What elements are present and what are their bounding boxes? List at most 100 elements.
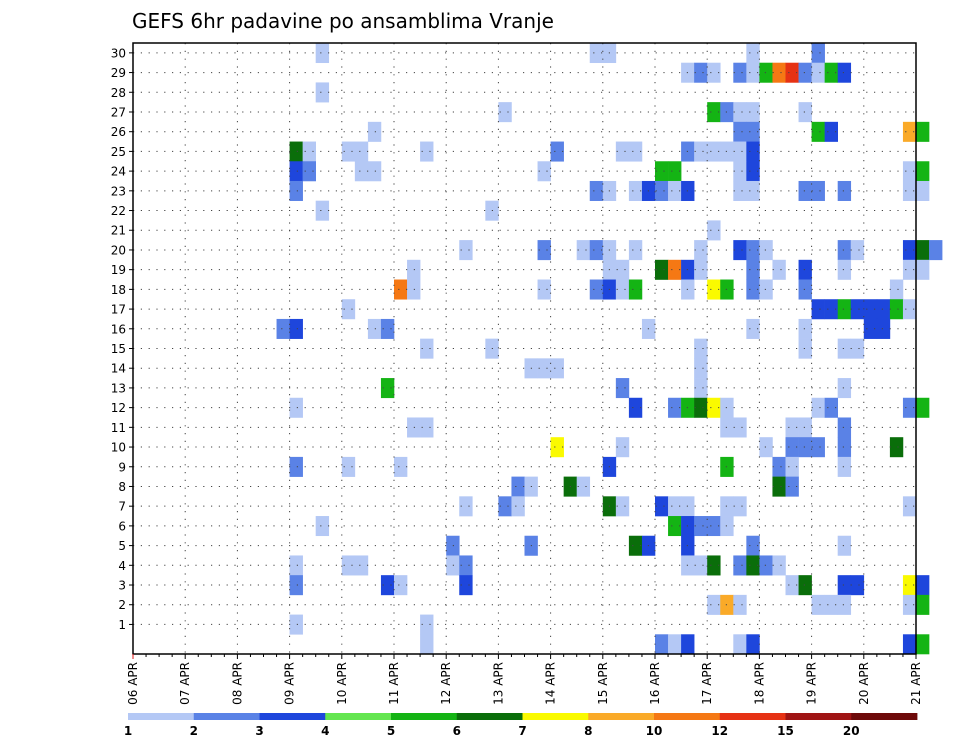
y-tick-label: 15: [111, 342, 126, 356]
colorbar-label: 7: [518, 724, 526, 738]
y-tick-label: 24: [111, 165, 126, 179]
heatmap-cell: [707, 102, 721, 123]
heatmap-cell: [837, 180, 852, 201]
heatmap-cell: [811, 180, 825, 201]
heatmap-cell: [354, 555, 369, 576]
heatmap-cell: [694, 338, 708, 359]
colorbar-swatch: [259, 713, 326, 720]
colorbar-label: 15: [777, 724, 794, 738]
heatmap-cell: [367, 161, 382, 182]
heatmap-cell: [837, 338, 852, 359]
heatmap-cell: [824, 397, 838, 418]
heatmap-cell: [902, 161, 917, 182]
heatmap-cell: [902, 259, 917, 280]
heatmap-cell: [289, 397, 303, 418]
heatmap-cell: [628, 279, 643, 300]
heatmap-cell: [655, 161, 669, 182]
colorbar-label: 5: [387, 724, 395, 738]
heatmap-cell: [380, 318, 395, 339]
heatmap-cell: [902, 496, 917, 517]
y-tick-label: 29: [111, 66, 126, 80]
heatmap-cell: [916, 240, 930, 261]
heatmap-cell: [746, 102, 760, 123]
heatmap-cell: [746, 555, 760, 576]
heatmap-cell: [655, 180, 669, 201]
heatmap-cell: [615, 279, 630, 300]
heatmap-cell: [733, 121, 747, 142]
heatmap-cell: [668, 634, 682, 655]
heatmap-cell: [837, 299, 852, 320]
heatmap-cell: [772, 555, 786, 576]
heatmap-cell: [537, 279, 551, 300]
colorbar-swatch: [851, 713, 918, 720]
y-tick-label: 8: [118, 480, 126, 494]
heatmap-cell: [746, 141, 760, 162]
heatmap-cell: [772, 259, 786, 280]
heatmap-cell: [589, 43, 604, 64]
x-tick-label: 20 APR: [857, 662, 871, 705]
heatmap-cell: [694, 397, 708, 418]
heatmap-cell: [341, 141, 356, 162]
y-tick-label: 14: [111, 362, 126, 376]
heatmap-cell: [615, 496, 630, 517]
heatmap-cell: [707, 555, 721, 576]
heatmap-cell: [537, 240, 551, 261]
heatmap-cell: [394, 456, 408, 477]
colorbar-swatch: [522, 713, 589, 720]
heatmap-cell: [694, 240, 708, 261]
y-tick-label: 4: [118, 559, 126, 573]
y-tick-label: 26: [111, 125, 126, 139]
heatmap-cell: [837, 575, 852, 596]
x-tick-label: 18 APR: [752, 662, 766, 705]
colorbar-swatch: [588, 713, 655, 720]
heatmap-cell: [459, 496, 473, 517]
heatmap-cell: [772, 476, 786, 497]
heatmap-cell: [811, 299, 825, 320]
heatmap-cell: [746, 43, 760, 64]
heatmap-cell: [341, 299, 356, 320]
y-tick-label: 3: [118, 579, 126, 593]
heatmap-cell: [420, 338, 434, 359]
heatmap-cell: [746, 318, 760, 339]
heatmap-cell: [798, 338, 812, 359]
heatmap-cell: [863, 318, 878, 339]
colorbar-label: 1: [124, 724, 132, 738]
heatmap-cell: [315, 516, 330, 537]
heatmap-cell: [289, 575, 303, 596]
heatmap-cell: [707, 220, 721, 241]
heatmap-cell: [916, 161, 930, 182]
heatmap-cell: [681, 634, 695, 655]
y-tick-label: 5: [118, 539, 126, 553]
heatmap-cell: [785, 575, 799, 596]
heatmap-cell: [889, 279, 904, 300]
heatmap-cell: [916, 594, 930, 615]
heatmap-cell: [655, 634, 669, 655]
heatmap-cell: [798, 180, 812, 201]
heatmap-cell: [902, 594, 917, 615]
heatmap-cell: [733, 240, 747, 261]
heatmap-cell: [668, 259, 682, 280]
x-tick-label: 06 APR: [126, 662, 140, 705]
heatmap-cell: [929, 240, 943, 261]
heatmap-cell: [733, 594, 747, 615]
heatmap-cell: [380, 575, 395, 596]
heatmap-cell: [850, 299, 865, 320]
heatmap-cell: [394, 575, 408, 596]
heatmap-cell: [407, 279, 421, 300]
heatmap-cell: [746, 180, 760, 201]
heatmap-cell: [746, 279, 760, 300]
heatmap-cell: [628, 141, 643, 162]
heatmap-cell: [837, 378, 852, 399]
heatmap-cell: [550, 141, 564, 162]
heatmap-cell: [916, 259, 930, 280]
y-tick-label: 25: [111, 145, 126, 159]
y-tick-label: 13: [111, 381, 126, 395]
heatmap-cell: [902, 634, 917, 655]
heatmap-cell: [341, 456, 356, 477]
heatmap-cell: [798, 417, 812, 438]
colorbar-label: 10: [646, 724, 663, 738]
heatmap-cell: [798, 318, 812, 339]
heatmap-cell: [655, 496, 669, 517]
heatmap-cell: [733, 634, 747, 655]
